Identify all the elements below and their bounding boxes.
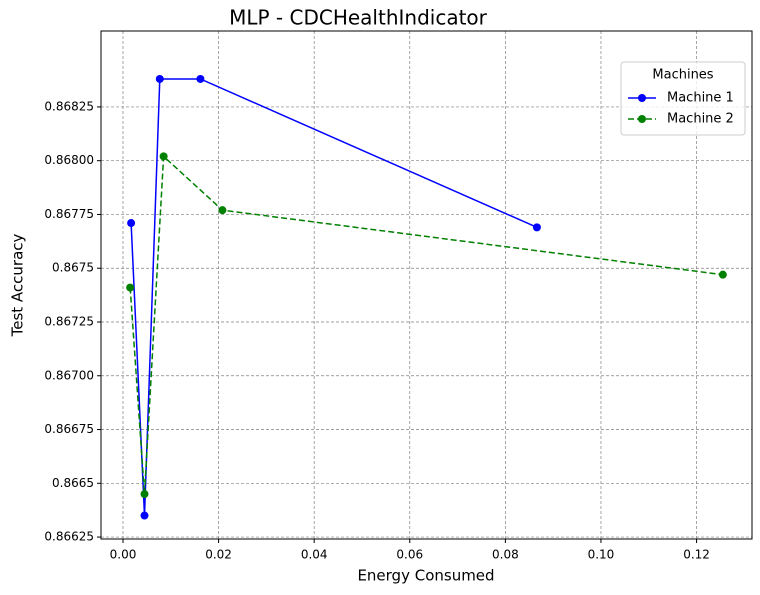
data-point: [127, 219, 136, 228]
legend-marker: [638, 94, 646, 102]
series-line: [129, 154, 723, 495]
data-point: [218, 206, 227, 215]
legend: Machines Machine 1 Machine 2: [620, 61, 746, 136]
x-tick-label: 0.02: [205, 548, 232, 562]
x-tick-label: 0.00: [110, 548, 137, 562]
y-tick-label: 0.86825: [44, 99, 94, 113]
legend-label: Machine 2: [667, 112, 734, 127]
y-tick-label: 0.86700: [44, 368, 94, 382]
y-tick-label: 0.86675: [44, 422, 94, 436]
data-point: [140, 511, 149, 520]
data-point: [140, 490, 149, 499]
legend-box: [620, 61, 746, 136]
y-tick-label: 0.86800: [44, 153, 94, 167]
x-tick-label: 0.12: [683, 548, 710, 562]
x-axis-label: Energy Consumed: [357, 567, 494, 585]
chart-title: MLP - CDCHealthIndicator: [229, 6, 488, 30]
data-point: [155, 74, 164, 83]
legend-marker: [638, 115, 646, 123]
data-point: [718, 270, 727, 279]
axes-frame: [100, 30, 753, 540]
legend-label: Machine 1: [667, 91, 734, 106]
legend-title: Machines: [652, 68, 713, 83]
y-tick-label: 0.8665: [52, 476, 94, 490]
y-tick-label: 0.86625: [44, 530, 94, 544]
x-tick-label: 0.04: [301, 548, 328, 562]
x-tick-label: 0.08: [492, 548, 519, 562]
y-tick-label: 0.86725: [44, 314, 94, 328]
y-tick-label: 0.8675: [52, 261, 94, 275]
y-axis-label: Test Accuracy: [9, 233, 27, 337]
x-tick-label: 0.10: [588, 548, 615, 562]
y-tick-label: 0.86775: [44, 207, 94, 221]
plot-area: [97, 30, 753, 543]
data-point: [196, 74, 205, 83]
x-tick-label: 0.06: [396, 548, 423, 562]
data-point: [159, 152, 168, 161]
series-line: [130, 78, 538, 516]
data-point: [126, 283, 135, 292]
data-point: [532, 223, 541, 232]
